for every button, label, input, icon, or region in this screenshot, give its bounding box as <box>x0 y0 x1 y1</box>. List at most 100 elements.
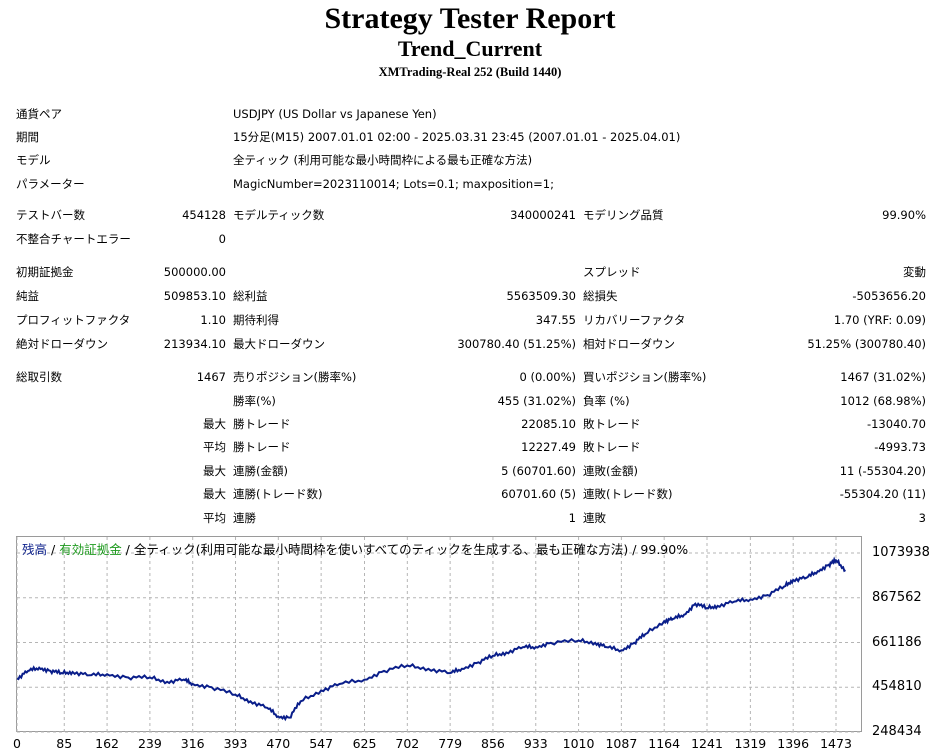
x-tick-label: 316 <box>180 736 205 751</box>
y-tick-label: 454810 <box>872 679 922 695</box>
avg-cons-wins-value: 1 <box>568 511 576 525</box>
net-label: 純益 <box>16 289 39 303</box>
loss-label: 負率 (%) <box>583 394 630 408</box>
max-cons-losses-value: 11 (-55304.20) <box>839 464 926 478</box>
avg-win-label: 勝トレード <box>233 440 291 454</box>
recovery-label: リカバリーファクタ <box>583 313 686 327</box>
x-tick-label: 933 <box>523 736 548 751</box>
max-dd-label: 最大ドローダウン <box>233 337 325 351</box>
max-cons-wins-label: 連勝(金額) <box>233 464 288 478</box>
y-tick-label: 661186 <box>872 634 922 650</box>
avg-win-value: 12227.49 <box>521 440 576 454</box>
mismatch-value: 0 <box>218 232 226 246</box>
model-ticks-label: モデルティック数 <box>233 208 325 222</box>
x-tick-label: 856 <box>481 736 505 751</box>
pf-value: 1.10 <box>200 313 226 327</box>
x-tick-label: 1010 <box>562 736 595 751</box>
avg-cons-wins-label: 連勝 <box>233 511 256 525</box>
avg-cons-losses-value: 3 <box>918 511 926 525</box>
balance-series-line <box>16 556 847 722</box>
max-cons-wins-value: 5 (60701.60) <box>501 464 576 478</box>
spread-label: スプレッド <box>583 265 641 279</box>
mismatch-label: 不整合チャートエラー <box>16 232 131 246</box>
info-label-symbol: 通貨ペア <box>16 107 62 121</box>
gross-loss-label: 総損失 <box>583 289 618 303</box>
info-value-symbol: USDJPY (US Dollar vs Japanese Yen) <box>233 107 437 121</box>
y-tick-label: 867562 <box>872 589 922 605</box>
largest-prefix: 最大 <box>203 417 226 431</box>
max-cons-losses-label: 連敗(金額) <box>583 464 638 478</box>
info-label-model: モデル <box>16 153 51 167</box>
largest-loss-value: -13040.70 <box>866 417 926 431</box>
total-trades-value: 1467 <box>196 370 226 384</box>
x-tick-label: 470 <box>266 736 291 751</box>
deposit-label: 初期証拠金 <box>16 265 74 279</box>
win-label: 勝率(%) <box>233 394 276 408</box>
gross-loss-value: -5053656.20 <box>852 289 926 303</box>
legend-balance: 残高 <box>22 542 48 557</box>
net-value: 509853.10 <box>163 289 226 303</box>
x-tick-label: 1164 <box>648 736 681 751</box>
info-value-params: MagicNumber=2023110014; Lots=0.1; maxpos… <box>233 177 554 191</box>
max-cons-prefix: 最大 <box>203 464 226 478</box>
expected-value: 347.55 <box>535 313 576 327</box>
legend-model: 全ティック(利用可能な最小時間枠を使いすべてのティックを生成する、最も正確な方法… <box>133 542 689 557</box>
short-label: 売りポジション(勝率%) <box>233 370 357 384</box>
x-tick-label: 0 <box>13 736 21 751</box>
model-ticks-value: 340000241 <box>510 208 576 222</box>
max-cons-loss-value: -55304.20 (11) <box>839 487 926 501</box>
short-value: 0 (0.00%) <box>519 370 576 384</box>
balance-chart-plot <box>16 537 861 734</box>
info-value-model: 全ティック (利用可能な最小時間枠による最も正確な方法) <box>233 153 533 167</box>
long-value: 1467 (31.02%) <box>840 370 926 384</box>
win-value: 455 (31.02%) <box>497 394 576 408</box>
max-cons-profit-label: 連勝(トレード数) <box>233 487 323 501</box>
y-tick-label: 1073938 <box>872 545 930 560</box>
gross-profit-value: 5563509.30 <box>506 289 576 303</box>
test-bars-value: 454128 <box>182 208 226 222</box>
rel-dd-value: 51.25% (300780.40) <box>807 337 926 351</box>
x-tick-label: 702 <box>395 736 420 751</box>
max-cons2-prefix: 最大 <box>203 487 226 501</box>
loss-value: 1012 (68.98%) <box>840 394 926 408</box>
avg-cons-losses-label: 連敗 <box>583 511 606 525</box>
quality-value: 99.90% <box>882 208 926 222</box>
legend-sep: / <box>121 542 134 557</box>
y-tick-label: 248434 <box>872 724 922 739</box>
largest-win-label: 勝トレード <box>233 417 291 431</box>
x-tick-label: 547 <box>309 736 334 751</box>
abs-dd-label: 絶対ドローダウン <box>16 337 108 351</box>
max-dd-value: 300780.40 (51.25%) <box>457 337 576 351</box>
max-cons-loss-label: 連敗(トレード数) <box>583 487 673 501</box>
largest-loss-label: 敗トレード <box>583 417 641 431</box>
x-tick-label: 393 <box>223 736 248 751</box>
spread-value: 変動 <box>903 265 926 279</box>
x-tick-label: 625 <box>352 736 377 751</box>
info-label-period: 期間 <box>16 130 39 144</box>
deposit-value: 500000.00 <box>163 265 226 279</box>
rel-dd-label: 相対ドローダウン <box>583 337 675 351</box>
info-value-period: 15分足(M15) 2007.01.01 02:00 - 2025.03.31 … <box>233 130 681 144</box>
avg-cons-prefix: 平均 <box>203 511 226 525</box>
avg-loss-label: 敗トレード <box>583 440 641 454</box>
test-bars-label: テストバー数 <box>16 208 85 222</box>
x-tick-label: 1396 <box>777 736 810 751</box>
x-tick-label: 1241 <box>691 736 723 751</box>
expert-name: Trend_Current <box>397 36 543 61</box>
total-trades-label: 総取引数 <box>16 370 62 384</box>
avg-loss-value: -4993.73 <box>874 440 926 454</box>
long-label: 買いポジション(勝率%) <box>583 370 707 384</box>
legend-sep: / <box>47 542 60 557</box>
x-tick-label: 779 <box>438 736 463 751</box>
server-build: XMTrading-Real 252 (Build 1440) <box>378 65 562 79</box>
recovery-value: 1.70 (YRF: 0.09) <box>833 313 926 327</box>
quality-label: モデリング品質 <box>583 208 664 222</box>
max-cons-profit-value: 60701.60 (5) <box>501 487 576 501</box>
chart-legend: 残高 / 有効証拠金 / 全ティック(利用可能な最小時間枠を使いすべてのティック… <box>22 539 688 558</box>
x-tick-label: 85 <box>56 736 73 751</box>
report-title: Strategy Tester Report <box>324 2 616 35</box>
x-tick-label: 1319 <box>734 736 767 751</box>
legend-equity: 有効証拠金 <box>59 542 122 557</box>
x-tick-label: 239 <box>137 736 162 751</box>
info-label-params: パラメーター <box>16 177 85 191</box>
